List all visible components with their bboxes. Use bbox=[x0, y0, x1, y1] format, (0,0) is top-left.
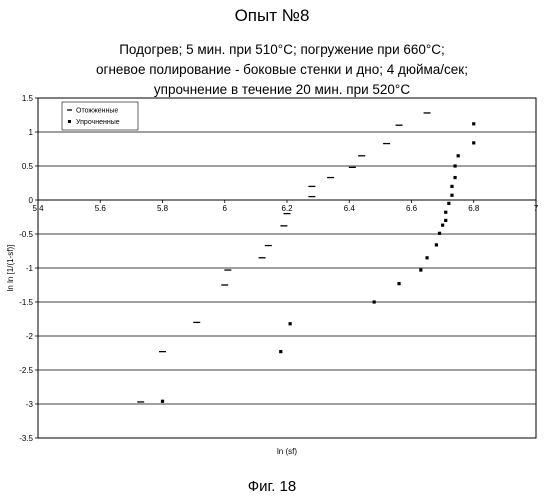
legend-label-hardened: Упрочненные bbox=[76, 119, 120, 126]
y-tick-label: -1.5 bbox=[19, 298, 33, 307]
x-tick-label: 6.6 bbox=[406, 204, 418, 213]
hardened-point bbox=[450, 184, 454, 188]
x-axis-label: ln (sf) bbox=[277, 447, 297, 456]
hardened-point bbox=[437, 231, 442, 235]
hardened-point bbox=[419, 268, 423, 272]
hardened-point bbox=[472, 141, 476, 145]
y-tick-label: -3 bbox=[26, 400, 34, 409]
figure-caption: Фиг. 18 bbox=[247, 478, 297, 495]
hardened-point bbox=[425, 256, 429, 260]
hardened-point bbox=[160, 399, 165, 403]
y-tick-label: 1 bbox=[29, 128, 34, 137]
page-title: Опыт №8 bbox=[234, 6, 310, 25]
hardened-point bbox=[441, 223, 445, 227]
hardened-point bbox=[453, 175, 457, 180]
x-tick-label: 5.4 bbox=[32, 204, 44, 213]
legend-marker-hardened bbox=[68, 120, 71, 123]
hardened-point bbox=[472, 122, 476, 126]
y-tick-label: 1.5 bbox=[22, 94, 34, 103]
x-tick-label: 6 bbox=[223, 204, 228, 213]
x-tick-label: 5.6 bbox=[95, 204, 107, 213]
hardened-point bbox=[456, 154, 460, 158]
hardened-point bbox=[397, 282, 401, 286]
experiment-conditions: Подогрев; 5 мин. при 510°С; погружение п… bbox=[72, 40, 492, 100]
y-tick-label: 0.5 bbox=[22, 162, 34, 171]
hardened-point bbox=[372, 300, 376, 304]
x-tick-label: 6.2 bbox=[281, 204, 293, 213]
grid-lines bbox=[38, 131, 536, 405]
y-tick-label: -2 bbox=[26, 332, 34, 341]
hardened-point bbox=[444, 210, 448, 214]
x-tick-label: 5.8 bbox=[157, 204, 169, 213]
subtitle-line-1: Подогрев; 5 мин. при 510°С; погружение п… bbox=[119, 42, 445, 57]
y-tick-label: -1 bbox=[26, 264, 34, 273]
hardened-point bbox=[447, 201, 451, 205]
legend-box bbox=[61, 101, 139, 131]
y-tick-label: -0.5 bbox=[19, 230, 33, 239]
subtitle-line-3: упрочнение в течение 20 мин. при 520°С bbox=[153, 82, 411, 97]
hardened-point bbox=[279, 350, 283, 354]
tick-labels: 1.5 1 0.5 0 -0.5 -1 -1.5 -2 -2.5 -3 -3.5 5.4 5.6 5.8 6… bbox=[19, 94, 539, 443]
legend-label-annealed: Отожженные bbox=[76, 108, 118, 115]
x-tick-label: 6.8 bbox=[468, 204, 480, 213]
x-tick-label: 6.4 bbox=[344, 204, 356, 213]
y-tick-label: -2.5 bbox=[19, 366, 33, 375]
legend: Отожженные Упрочненные bbox=[61, 101, 139, 131]
x-tick-label: 7 bbox=[534, 204, 539, 213]
y-tick-label: 0 bbox=[29, 196, 34, 205]
hardened-point bbox=[444, 218, 448, 222]
x-axis bbox=[35, 97, 537, 439]
hardened-point bbox=[434, 243, 438, 247]
hardened-point bbox=[288, 322, 292, 326]
subtitle-line-2: огневое полирование - боковые стенки и д… bbox=[96, 62, 468, 77]
y-tick-label: -3.5 bbox=[19, 434, 33, 443]
y-axis-label: ln ln [1/(1-sf)] bbox=[6, 245, 15, 292]
data-points bbox=[137, 112, 476, 403]
hardened-point bbox=[453, 164, 457, 168]
hardened-point bbox=[450, 193, 454, 197]
